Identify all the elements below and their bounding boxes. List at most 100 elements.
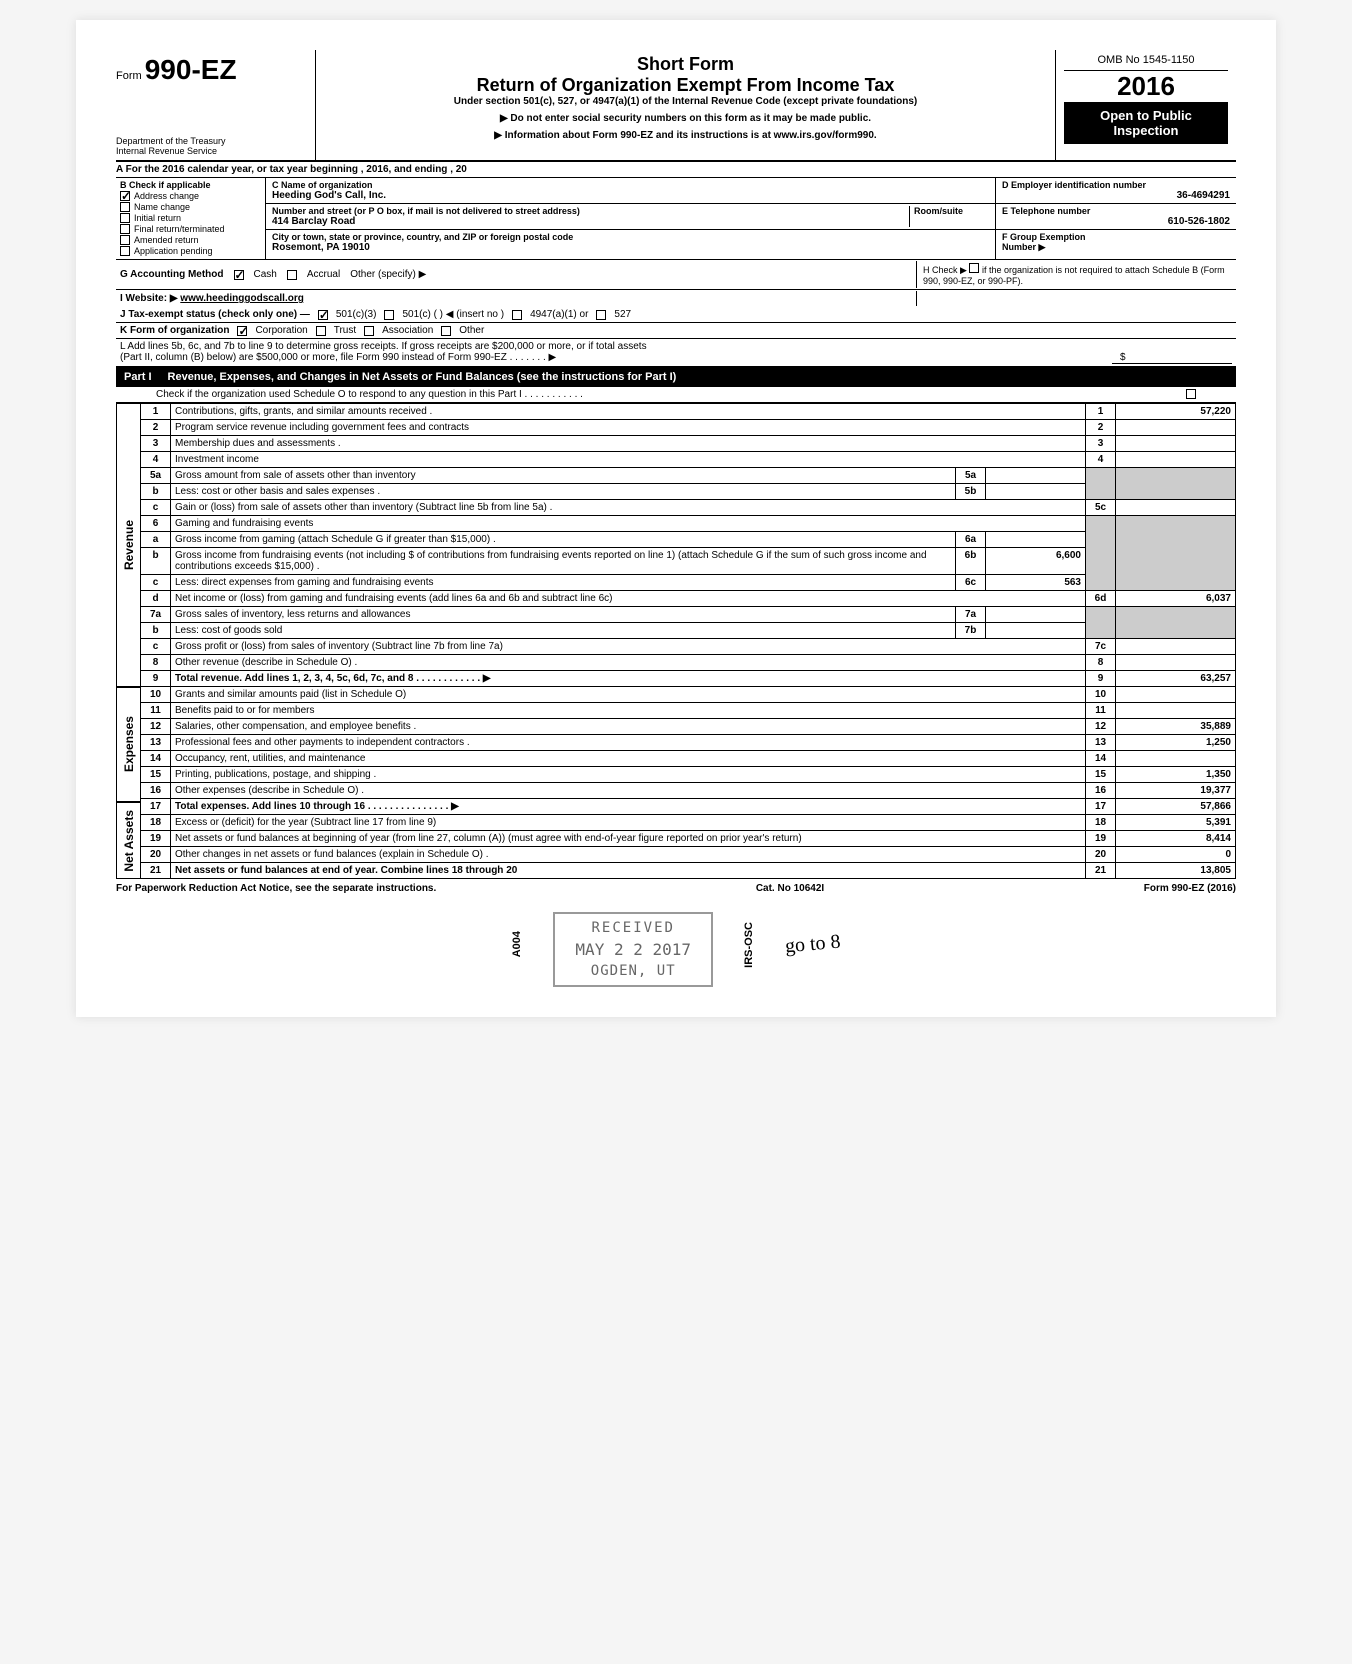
checkbox-schedule-b[interactable] [969,263,979,273]
line-2: 2Program service revenue including gover… [141,420,1236,436]
footer-left: For Paperwork Reduction Act Notice, see … [116,883,436,894]
checkbox-icon [120,224,130,234]
checkbox-icon [120,235,130,245]
section-c: C Name of organization Heeding God's Cal… [266,178,996,259]
opt-other-org: Other [459,325,484,336]
line-5a: 5aGross amount from sale of assets other… [141,468,1236,484]
opt-assoc: Association [382,325,433,336]
line-7b: bLess: cost of goods sold7b [141,623,1236,639]
form-number: 990-EZ [145,54,237,85]
website-label: I Website: ▶ [120,293,178,304]
check-final-return[interactable]: Final return/terminated [120,224,261,234]
line-17: 17Total expenses. Add lines 10 through 1… [141,799,1236,815]
instruction-2: ▶ Information about Form 990-EZ and its … [324,130,1047,141]
check-label: Name change [134,202,190,212]
accounting-label: G Accounting Method [120,269,224,280]
org-name: Heeding God's Call, Inc. [272,190,989,201]
section-g-h: G Accounting Method Cash Accrual Other (… [116,260,1236,290]
checkbox-corp[interactable] [237,326,247,336]
side-revenue: Revenue [116,403,140,687]
city-label: City or town, state or province, country… [272,232,989,242]
checkbox-schedule-o[interactable] [1186,389,1196,399]
main-grid: Revenue Expenses Net Assets 1Contributio… [116,403,1236,879]
line-18: 18Excess or (deficit) for the year (Subt… [141,815,1236,831]
city: Rosemont, PA 19010 [272,242,989,253]
data-table: 1Contributions, gifts, grants, and simil… [140,403,1236,879]
checkbox-501c3[interactable] [318,310,328,320]
section-l-amount: $ [1112,352,1232,364]
tax-year: 2016 [1064,71,1228,102]
stamp-date: MAY 2 2 2017 [575,940,691,959]
street-label: Number and street (or P O box, if mail i… [272,206,909,216]
open-public: Open to Public Inspection [1064,102,1228,144]
checkbox-assoc[interactable] [364,326,374,336]
check-label: Application pending [134,246,213,256]
org-name-label: C Name of organization [272,180,989,190]
content-col: 1Contributions, gifts, grants, and simil… [140,403,1236,879]
section-a: A For the 2016 calendar year, or tax yea… [116,162,1236,178]
line-21: 21Net assets or fund balances at end of … [141,863,1236,879]
side-labels: Revenue Expenses Net Assets [116,403,140,879]
line-8: 8Other revenue (describe in Schedule O) … [141,655,1236,671]
check-initial-return[interactable]: Initial return [120,213,261,223]
footer-right: Form 990-EZ (2016) [1144,883,1236,894]
header-right: OMB No 1545-1150 2016 Open to Public Ins… [1056,50,1236,160]
section-l-2: (Part II, column (B) below) are $500,000… [120,352,1112,364]
group-exempt-label: F Group Exemption [1002,232,1230,242]
checkbox-4947[interactable] [512,310,522,320]
check-amended[interactable]: Amended return [120,235,261,245]
check-address-change[interactable]: Address change [120,191,261,201]
omb-number: OMB No 1545-1150 [1064,54,1228,71]
title-sub: Under section 501(c), 527, or 4947(a)(1)… [324,96,1047,107]
section-l-1: L Add lines 5b, 6c, and 7b to line 9 to … [120,341,1232,352]
stamp-loc: OGDEN, UT [575,963,691,979]
website-value: www.heedinggodscall.org [180,293,304,304]
section-d-e-f: D Employer identification number 36-4694… [996,178,1236,259]
phone-value: 610-526-1802 [1002,216,1230,227]
stamp-row: A004 RECEIVED MAY 2 2 2017 OGDEN, UT IRS… [116,902,1236,987]
part1-check-text: Check if the organization used Schedule … [156,389,1186,400]
line-6d: dNet income or (loss) from gaming and fu… [141,591,1236,607]
section-j: J Tax-exempt status (check only one) — 5… [116,307,1236,323]
header-left: Form 990-EZ Department of the Treasury I… [116,50,316,160]
title-main: Return of Organization Exempt From Incom… [324,75,1047,96]
section-b: B Check if applicable Address change Nam… [116,178,266,259]
part1-title: Revenue, Expenses, and Changes in Net As… [168,371,1228,383]
ein-value: 36-4694291 [1002,190,1230,201]
checkbox-other-org[interactable] [441,326,451,336]
line-16: 16Other expenses (describe in Schedule O… [141,783,1236,799]
opt-corp: Corporation [255,325,307,336]
opt-527: 527 [614,309,631,320]
checkbox-accrual[interactable] [287,270,297,280]
accrual-label: Accrual [307,269,340,280]
instruction-1: ▶ Do not enter social security numbers o… [324,113,1047,124]
side-netassets: Net Assets [116,802,140,879]
checkbox-icon [120,213,130,223]
opt-501c: 501(c) ( ) ◀ (insert no ) [402,309,504,320]
checkbox-527[interactable] [596,310,606,320]
check-label: Address change [134,191,199,201]
checkbox-cash[interactable] [234,270,244,280]
line-6c: cLess: direct expenses from gaming and f… [141,575,1236,591]
side-expenses: Expenses [116,687,140,802]
part1-header: Part I Revenue, Expenses, and Changes in… [116,367,1236,387]
section-k: K Form of organization Corporation Trust… [116,323,1236,339]
checkbox-501c[interactable] [384,310,394,320]
line-3: 3Membership dues and assessments .3 [141,436,1236,452]
title-short: Short Form [324,54,1047,75]
checkbox-icon [120,246,130,256]
section-i: I Website: ▶ www.heedinggodscall.org [116,290,1236,307]
header-center: Short Form Return of Organization Exempt… [316,50,1056,160]
opt-501c3: 501(c)(3) [336,309,377,320]
opt-trust: Trust [334,325,356,336]
part1-check: Check if the organization used Schedule … [116,387,1236,403]
footer-center: Cat. No 10642I [756,883,824,894]
handwritten-note: go to 8 [784,931,841,959]
street: 414 Barclay Road [272,216,909,227]
check-name-change[interactable]: Name change [120,202,261,212]
checkbox-trust[interactable] [316,326,326,336]
line-7a: 7aGross sales of inventory, less returns… [141,607,1236,623]
line-6: 6Gaming and fundraising events [141,516,1236,532]
form-header: Form 990-EZ Department of the Treasury I… [116,50,1236,162]
check-pending[interactable]: Application pending [120,246,261,256]
